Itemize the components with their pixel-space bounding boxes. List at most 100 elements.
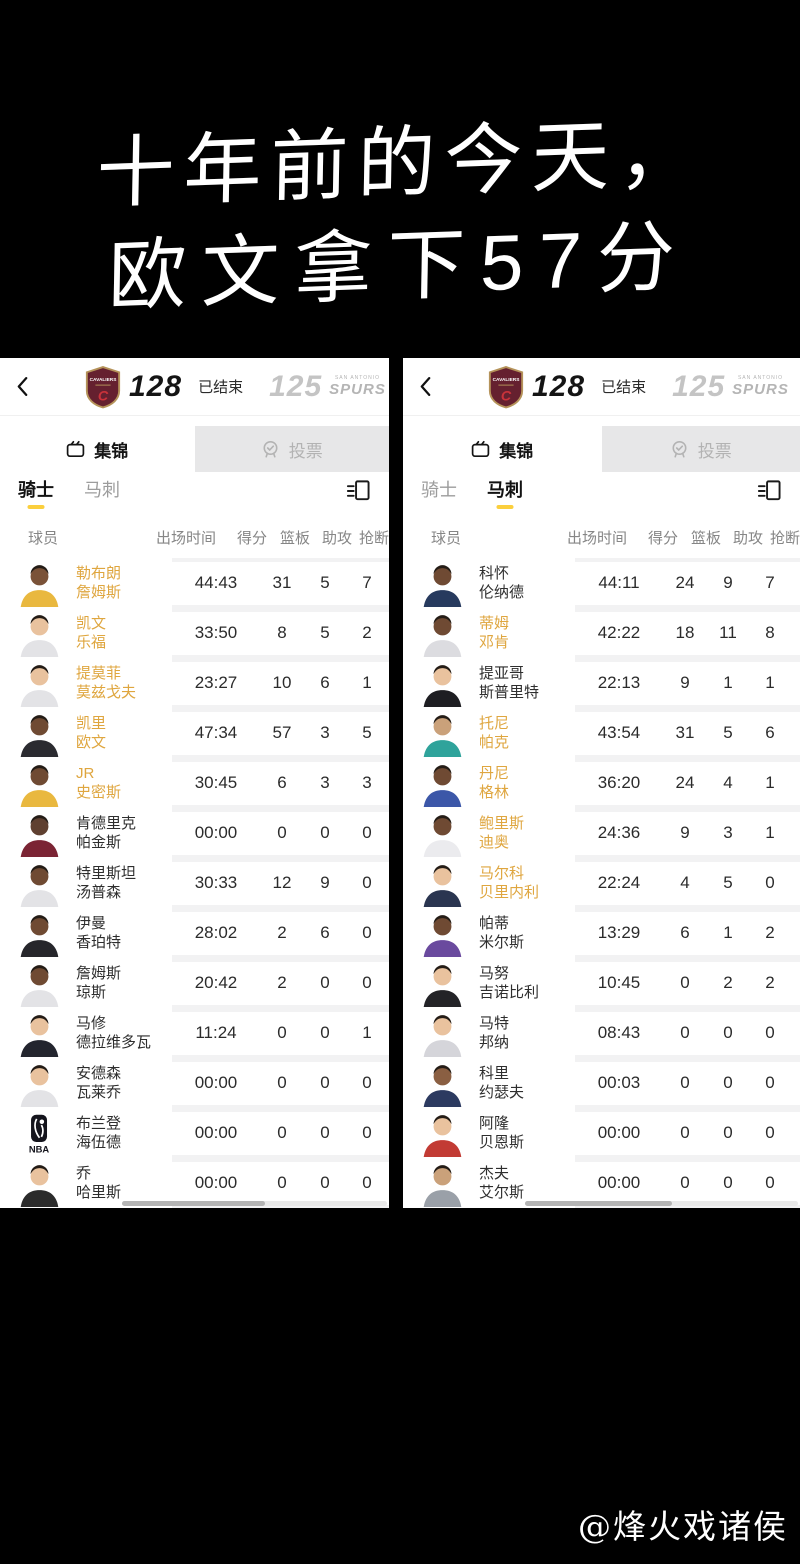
team-tab-cavaliers[interactable]: 骑士 <box>421 476 457 510</box>
scrollbar-thumb[interactable] <box>122 1201 266 1206</box>
player-headshot <box>16 559 63 607</box>
team-tab-spurs[interactable]: 马刺 <box>84 476 120 510</box>
player-stats: 23:27 10 6 1 <box>172 658 389 708</box>
stat-clipped <box>388 861 389 905</box>
player-row[interactable]: 阿隆 贝恩斯 00:00 0 0 0 <box>403 1108 800 1158</box>
player-row[interactable]: 马尔科 贝里内利 22:24 4 5 0 <box>403 858 800 908</box>
player-row[interactable]: 勒布朗 詹姆斯 44:43 31 5 7 <box>0 558 389 608</box>
stat-clipped <box>388 611 389 655</box>
player-row[interactable]: 凯里 欧文 47:34 57 3 5 <box>0 708 389 758</box>
stat-minutes: 00:00 <box>172 811 260 855</box>
player-row[interactable]: JR 史密斯 30:45 6 3 3 <box>0 758 389 808</box>
player-avatar <box>419 959 466 1007</box>
stat-points: 10 <box>260 661 304 705</box>
clip-icon <box>67 440 85 457</box>
stat-assists: 1 <box>749 811 791 855</box>
player-row[interactable]: 科怀 伦纳德 44:11 24 9 7 <box>403 558 800 608</box>
team-tab-spurs[interactable]: 马刺 <box>487 476 523 510</box>
player-row[interactable]: 伊曼 香珀特 28:02 2 6 0 <box>0 908 389 958</box>
player-row[interactable]: 科里 约瑟夫 00:03 0 0 0 <box>403 1058 800 1108</box>
stat-minutes: 00:00 <box>172 1061 260 1105</box>
stat-assists: 6 <box>749 711 791 755</box>
stat-clipped <box>388 1011 389 1055</box>
compare-stats-icon[interactable] <box>344 478 371 508</box>
col-header-player: 球员 <box>431 529 462 547</box>
player-row[interactable]: 安德森 瓦莱乔 00:00 0 0 0 <box>0 1058 389 1108</box>
player-stats: 10:45 0 2 2 <box>575 958 800 1008</box>
player-name-line1: 马特 <box>479 1014 510 1032</box>
stat-clipped <box>791 761 800 805</box>
player-cell: 马修 德拉维多瓦 <box>0 1008 172 1058</box>
poster-title: 十年前的今天， 欧文拿下57分 <box>0 98 800 332</box>
back-button[interactable] <box>16 376 38 397</box>
stat-points: 57 <box>260 711 304 755</box>
player-table: 科怀 伦纳德 44:11 24 9 7 蒂姆 邓肯 42:22 18 11 8 <box>403 558 800 1208</box>
player-headshot <box>16 909 63 957</box>
player-row[interactable]: 杰夫 艾尔斯 00:00 0 0 0 <box>403 1158 800 1208</box>
player-row[interactable]: 托尼 帕克 43:54 31 5 6 <box>403 708 800 758</box>
player-name-line1: 布兰登 <box>76 1114 122 1132</box>
vote-badge-icon <box>263 440 278 458</box>
boxscore-screen: CAVALIERS C 128 已结束 125 SAN ANTONIO SPUR… <box>403 358 800 1208</box>
player-row[interactable]: 帕蒂 米尔斯 13:29 6 1 2 <box>403 908 800 958</box>
player-row[interactable]: 凯文 乐福 33:50 8 5 2 <box>0 608 389 658</box>
stat-assists: 0 <box>749 1061 791 1105</box>
stat-assists: 0 <box>346 911 388 955</box>
player-row[interactable]: 乔 哈里斯 00:00 0 0 0 <box>0 1158 389 1208</box>
player-headshot <box>419 709 466 757</box>
svg-text:C: C <box>98 388 109 404</box>
tab-vote-label: 投票 <box>288 441 323 461</box>
player-name: 鲍里斯 迪奥 <box>479 814 524 852</box>
tab-highlights[interactable]: 集锦 <box>0 426 195 472</box>
tab-highlights[interactable]: 集锦 <box>403 426 602 472</box>
player-row[interactable]: 马特 邦纳 08:43 0 0 0 <box>403 1008 800 1058</box>
stat-points: 0 <box>663 1061 707 1105</box>
stat-minutes: 20:42 <box>172 961 260 1005</box>
player-row[interactable]: 马努 吉诺比利 10:45 0 2 2 <box>403 958 800 1008</box>
stat-points: 0 <box>663 961 707 1005</box>
player-name-line2: 德拉维多瓦 <box>76 1034 152 1051</box>
horizontal-scrollbar[interactable] <box>525 1201 798 1206</box>
player-row[interactable]: 提亚哥 斯普里特 22:13 9 1 1 <box>403 658 800 708</box>
player-row[interactable]: 鲍里斯 迪奥 24:36 9 3 1 <box>403 808 800 858</box>
player-name-line1: 杰夫 <box>479 1164 510 1182</box>
player-cell: 马努 吉诺比利 <box>403 958 575 1008</box>
horizontal-scrollbar[interactable] <box>122 1201 387 1206</box>
player-name: 特里斯坦 汤普森 <box>76 864 136 902</box>
player-row[interactable]: 特里斯坦 汤普森 30:33 12 9 0 <box>0 858 389 908</box>
player-row[interactable]: 提莫菲 莫兹戈夫 23:27 10 6 1 <box>0 658 389 708</box>
player-cell: 乔 哈里斯 <box>0 1158 172 1208</box>
stat-points: 9 <box>663 661 707 705</box>
back-chevron-icon <box>17 377 28 396</box>
compare-stats-icon[interactable] <box>755 478 782 508</box>
player-headshot <box>419 859 466 907</box>
tab-vote[interactable]: 投票 <box>194 426 389 472</box>
team-tab-cavaliers[interactable]: 骑士 <box>18 476 54 510</box>
spurs-logo-icon: SAN ANTONIO SPURS <box>329 375 386 398</box>
svg-text:CAVALIERS: CAVALIERS <box>493 376 520 382</box>
tab-vote[interactable]: 投票 <box>601 426 800 472</box>
stat-column-headers: 出场时间 得分 篮板 助攻 抢断 <box>142 527 389 548</box>
stat-assists: 5 <box>346 711 388 755</box>
player-row[interactable]: 詹姆斯 琼斯 20:42 2 0 0 <box>0 958 389 1008</box>
scrollbar-thumb[interactable] <box>525 1201 673 1206</box>
back-button[interactable] <box>419 376 441 397</box>
player-row[interactable]: 马修 德拉维多瓦 11:24 0 0 1 <box>0 1008 389 1058</box>
stat-points: 0 <box>260 1111 304 1155</box>
stat-clipped <box>388 1161 389 1205</box>
player-cell: 詹姆斯 琼斯 <box>0 958 172 1008</box>
player-row[interactable]: NBA 布兰登 海伍德 00:00 0 0 0 <box>0 1108 389 1158</box>
player-stats: 36:20 24 4 1 <box>575 758 800 808</box>
stat-rebounds: 5 <box>707 711 749 755</box>
spurs-wordmark: SPURS <box>732 381 789 398</box>
stat-points: 6 <box>260 761 304 805</box>
stat-points: 18 <box>663 611 707 655</box>
stat-assists: 0 <box>346 811 388 855</box>
player-cell: 肯德里克 帕金斯 <box>0 808 172 858</box>
stat-rebounds: 4 <box>707 761 749 805</box>
player-row[interactable]: 蒂姆 邓肯 42:22 18 11 8 <box>403 608 800 658</box>
player-stats: 43:54 31 5 6 <box>575 708 800 758</box>
player-row[interactable]: 丹尼 格林 36:20 24 4 1 <box>403 758 800 808</box>
player-row[interactable]: 肯德里克 帕金斯 00:00 0 0 0 <box>0 808 389 858</box>
stat-clipped <box>791 1111 800 1155</box>
